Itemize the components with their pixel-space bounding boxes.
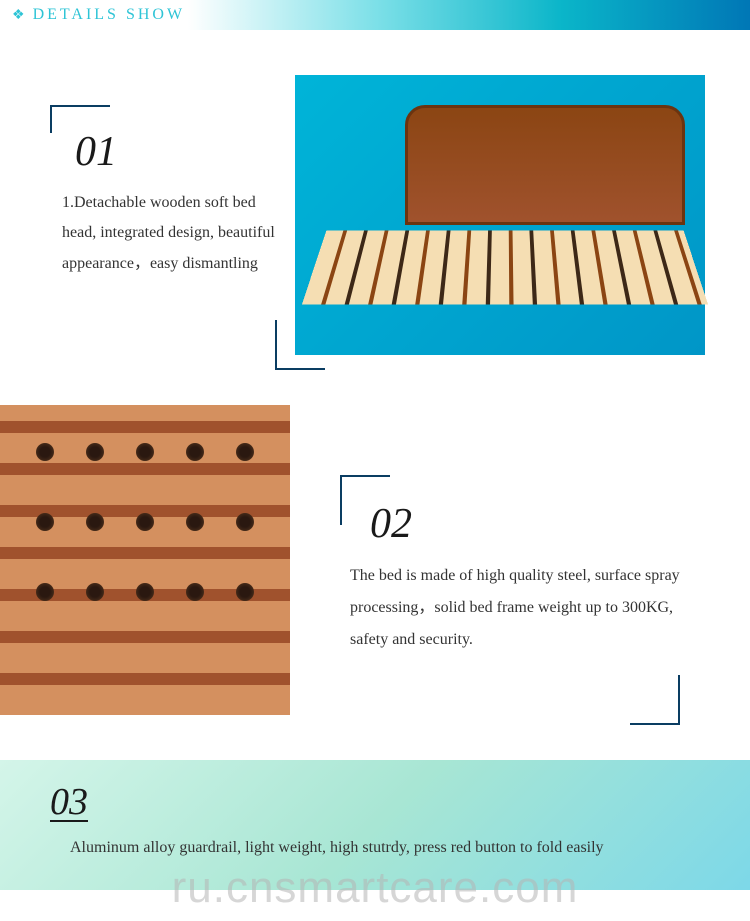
section-02: 02 The bed is made of high quality steel… <box>0 405 750 715</box>
header-title: DETAILS SHOW <box>33 6 185 24</box>
hole-icon <box>86 513 104 531</box>
text-block-02: 02 The bed is made of high quality steel… <box>290 405 710 715</box>
hole-icon <box>36 513 54 531</box>
holes-row <box>0 513 290 531</box>
hole-icon <box>236 583 254 601</box>
bracket-bottom-right-icon <box>630 675 680 725</box>
section-description-03: Aluminum alloy guardrail, light weight, … <box>40 839 710 857</box>
section-description-01: 1.Detachable wooden soft bed head, integ… <box>50 188 290 279</box>
product-image-bed-frame <box>0 405 290 715</box>
hole-icon <box>36 583 54 601</box>
hole-icon <box>136 443 154 461</box>
section-01: 01 1.Detachable wooden soft bed head, in… <box>0 75 750 355</box>
header-bar: ❖ DETAILS SHOW <box>0 0 750 30</box>
hole-icon <box>86 583 104 601</box>
section-03: 03 Aluminum alloy guardrail, light weigh… <box>0 760 750 890</box>
text-block-01: 01 1.Detachable wooden soft bed head, in… <box>30 75 290 355</box>
section-number-01: 01 <box>50 128 290 176</box>
bracket-bottom-left-icon <box>275 320 325 370</box>
holes-row <box>0 443 290 461</box>
diamond-icon: ❖ <box>12 7 25 24</box>
hole-icon <box>236 513 254 531</box>
product-image-bed-head <box>295 75 705 355</box>
hole-icon <box>186 513 204 531</box>
hole-icon <box>186 443 204 461</box>
hole-icon <box>186 583 204 601</box>
hole-icon <box>136 513 154 531</box>
hole-icon <box>36 443 54 461</box>
hole-icon <box>86 443 104 461</box>
hole-icon <box>136 583 154 601</box>
section-description-02: The bed is made of high quality steel, s… <box>340 560 710 656</box>
section-number-02: 02 <box>340 500 710 548</box>
hole-icon <box>236 443 254 461</box>
bed-surface-graphic <box>302 230 708 304</box>
bed-headboard-graphic <box>405 105 685 225</box>
holes-row <box>0 583 290 601</box>
section-number-03: 03 <box>40 780 710 824</box>
